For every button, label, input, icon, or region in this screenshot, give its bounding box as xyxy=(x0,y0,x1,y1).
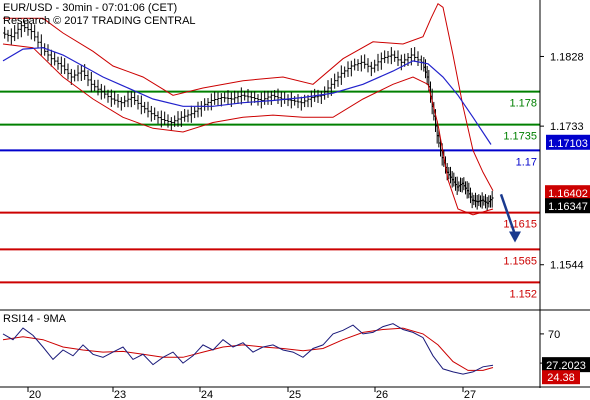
rsi-line xyxy=(2,323,494,375)
upper-band-line xyxy=(3,2,494,191)
time-tick-label-0: 20 xyxy=(29,389,41,400)
moving-average-line xyxy=(2,47,492,145)
forecast-arrow-shaft xyxy=(499,193,517,235)
time-tick-label-1: 23 xyxy=(114,389,126,400)
last-price-box xyxy=(545,198,590,214)
lower-band-line xyxy=(2,43,494,216)
level-label-5: 1.1565 xyxy=(503,255,537,267)
level-label-4: 1.1615 xyxy=(503,219,537,231)
rsi-ma-value-box xyxy=(542,370,580,385)
rsi-tick-label-0: 70 xyxy=(548,329,560,341)
time-tick-label-2: 24 xyxy=(201,389,213,400)
price-tick-label-1: 1.1733 xyxy=(550,121,584,133)
level-label-0: 1.178 xyxy=(509,98,537,110)
chart-header-copyright: Research © 2017 TRADING CENTRAL xyxy=(3,15,196,27)
time-tick-label-3: 25 xyxy=(289,389,301,400)
forecast-arrow-head xyxy=(509,231,521,243)
price-panel: 1.178 1.1735 1.17 1.1615 1.1565 1.152 xyxy=(0,2,540,300)
level-label-3: 1.17 xyxy=(516,156,537,168)
rsi-title: RSI14 - 9MA xyxy=(3,313,67,325)
last-price-label: 1.16347 xyxy=(548,201,588,213)
price-tick-label-2: 1.1544 xyxy=(550,260,584,272)
rsi-value-box xyxy=(542,357,590,373)
level-label-6: 1.152 xyxy=(509,288,537,300)
time-tick-label-4: 26 xyxy=(376,389,388,400)
rsi-value-label: 27.2023 xyxy=(546,360,586,372)
price-tick-label-0: 1.1828 xyxy=(550,51,584,63)
level-label-1: 1.1735 xyxy=(503,131,537,143)
level-label-2: 1.17103 xyxy=(548,138,588,150)
chart-header-title: EUR/USD - 30min - 07:01:06 (CET) xyxy=(3,2,178,14)
time-tick-label-5: 27 xyxy=(464,389,476,400)
upper-band-marker-label: 1.16402 xyxy=(548,188,588,200)
upper-band-marker-box xyxy=(545,185,590,201)
rsi-panel: RSI14 - 9MA xyxy=(2,313,494,375)
rsi-ma-value-label: 24.38 xyxy=(547,372,575,384)
level-box-2 xyxy=(546,134,590,150)
